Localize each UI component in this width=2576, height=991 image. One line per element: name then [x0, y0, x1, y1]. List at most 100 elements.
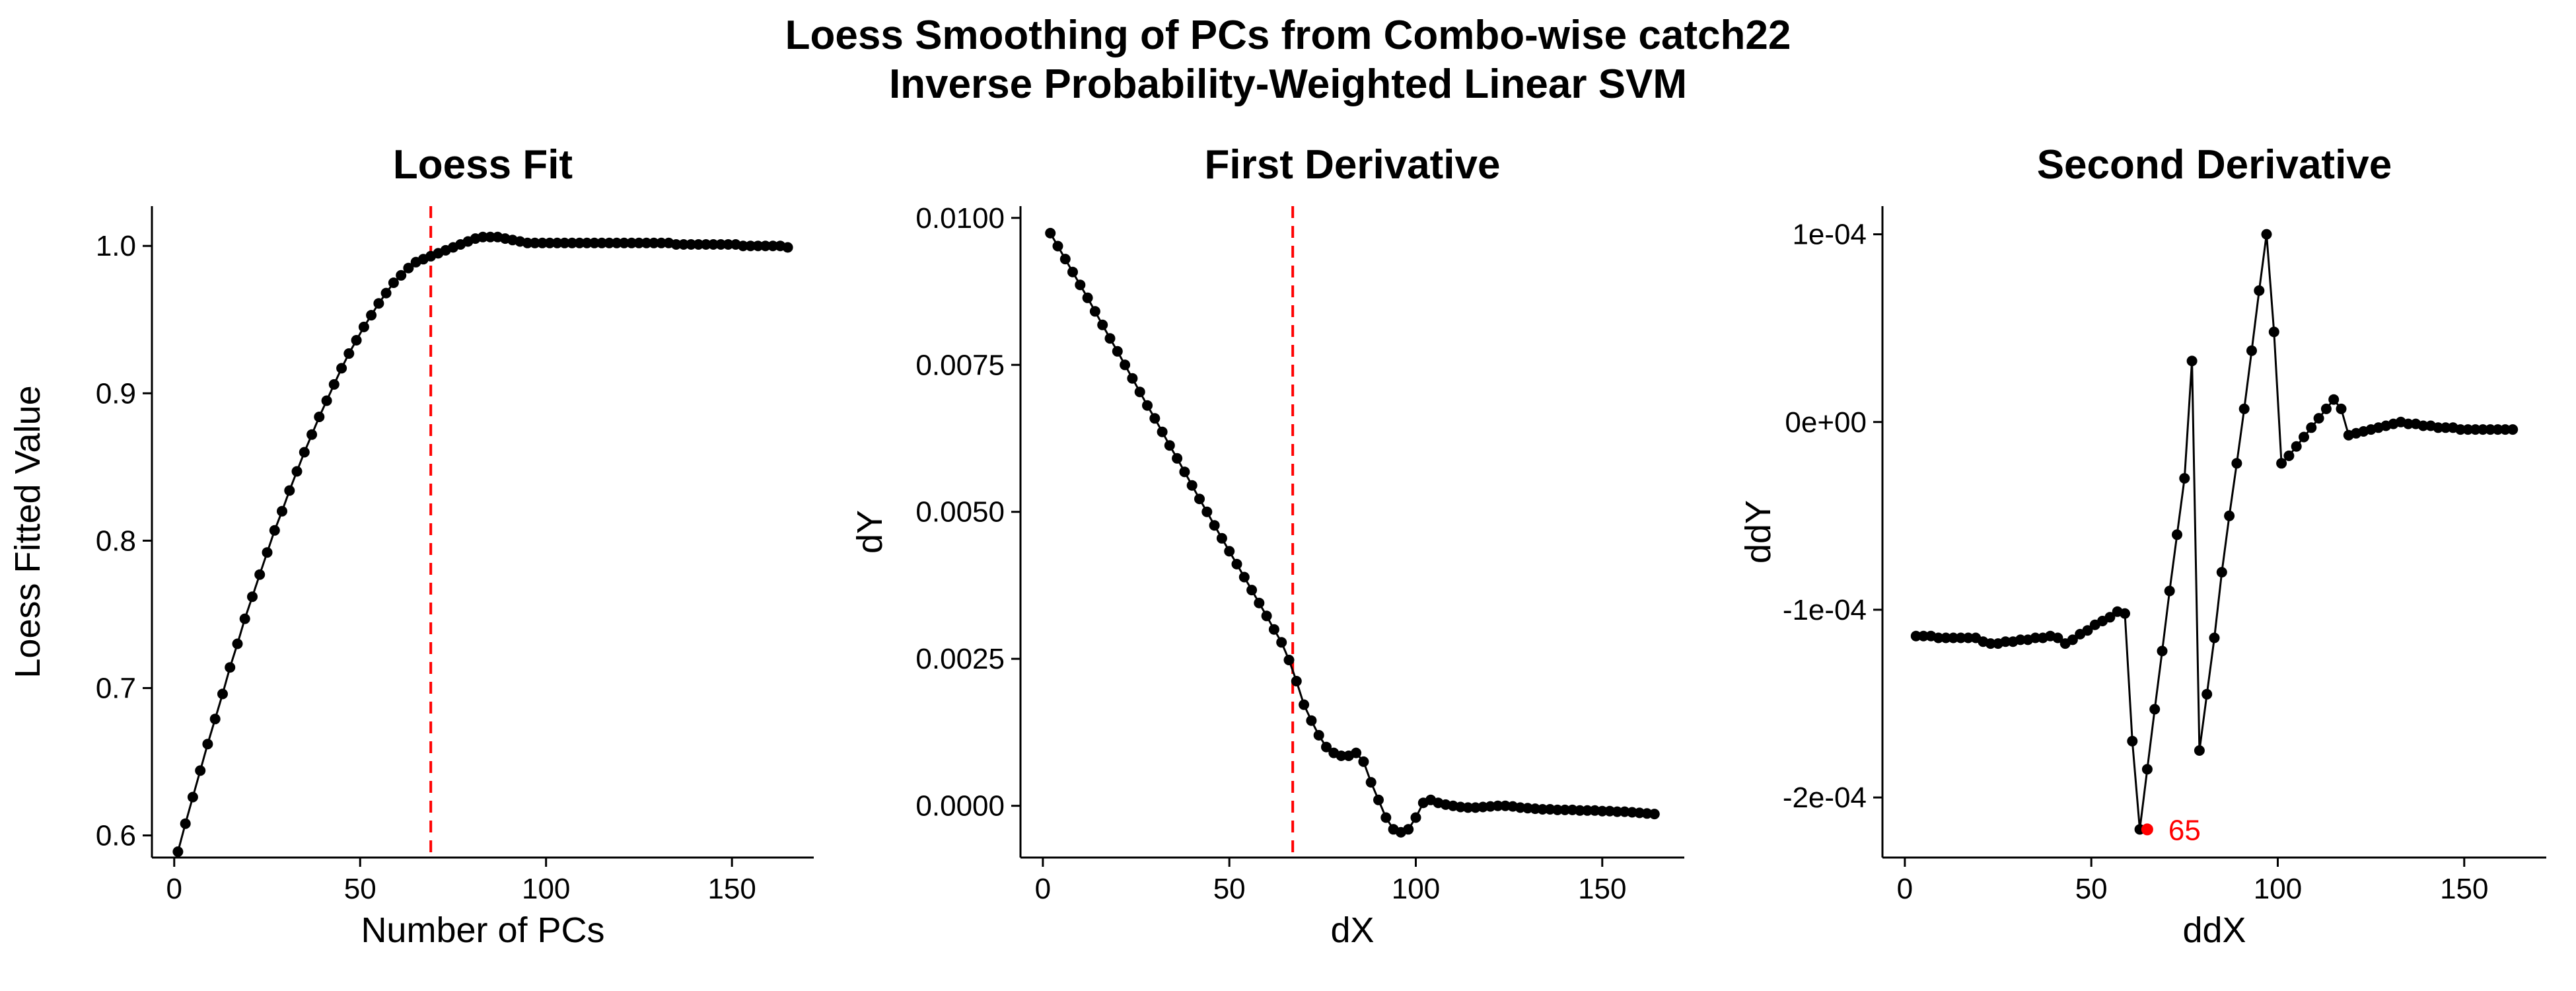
y-tick-label: 0.0100 — [915, 202, 1005, 235]
data-point — [2238, 403, 2250, 414]
data-point — [745, 240, 756, 252]
data-point — [1142, 400, 1153, 411]
data-point — [1082, 292, 1093, 303]
data-point — [321, 395, 332, 406]
x-tick-label: 150 — [707, 873, 756, 905]
data-point — [596, 237, 608, 248]
data-point — [195, 765, 206, 776]
series-line — [176, 236, 788, 852]
x-tick-label: 0 — [1897, 873, 1913, 905]
panel-title: Loess Fit — [393, 142, 573, 188]
data-point — [2172, 529, 2182, 540]
data-point — [1373, 794, 1384, 805]
highlight-label: 65 — [2168, 814, 2201, 846]
data-point — [1231, 558, 1242, 569]
data-point — [2306, 422, 2317, 433]
data-point — [1238, 571, 1250, 583]
data-point — [1268, 624, 1279, 635]
data-point — [1209, 520, 1220, 531]
x-tick-label: 0 — [1035, 873, 1051, 905]
y-axis-label: ddY — [1738, 500, 1778, 564]
data-point — [2015, 634, 2026, 645]
x-axis-label: Number of PCs — [361, 910, 604, 950]
data-point — [1955, 632, 1966, 643]
data-point — [2052, 632, 2063, 643]
data-point — [768, 240, 779, 252]
data-point — [2224, 510, 2235, 521]
data-point — [678, 239, 689, 250]
data-point — [1492, 800, 1503, 811]
x-axis-label: dX — [1330, 910, 1374, 950]
data-point — [1462, 802, 1474, 813]
data-point — [202, 739, 213, 750]
data-point — [247, 591, 258, 603]
highlight-point — [2141, 823, 2153, 836]
data-point — [1067, 266, 1078, 277]
data-point — [478, 231, 488, 242]
data-point — [2104, 612, 2116, 623]
x-tick-label: 50 — [2075, 873, 2108, 905]
data-point — [2209, 632, 2220, 643]
panel-2: First Derivative 0 50 100 150 0.0000 0.0025 0.0… — [850, 142, 1684, 950]
y-tick-label: 0.8 — [96, 525, 136, 557]
data-point — [2157, 645, 2168, 657]
data-point — [2149, 704, 2161, 715]
data-point — [1321, 741, 1332, 752]
data-point — [2433, 422, 2444, 433]
data-point — [559, 237, 570, 248]
y-tick-label: 1.0 — [96, 230, 136, 262]
x-tick-label: 150 — [2440, 873, 2488, 905]
data-point — [1410, 812, 1421, 823]
data-point — [2186, 355, 2198, 367]
data-point — [2492, 424, 2503, 435]
data-point — [1216, 532, 1227, 544]
data-point — [358, 321, 369, 332]
data-point — [1283, 655, 1295, 665]
data-point — [574, 237, 585, 248]
data-point — [2507, 424, 2519, 435]
data-point — [1172, 453, 1183, 464]
data-point — [314, 412, 325, 422]
x-tick-label: 150 — [1578, 873, 1626, 905]
data-point — [2462, 424, 2474, 435]
x-tick-label: 100 — [1392, 873, 1440, 905]
data-point — [1201, 506, 1213, 517]
data-point — [299, 447, 310, 458]
data-point — [2231, 458, 2242, 469]
data-point — [1149, 413, 1161, 424]
data-point — [1127, 373, 1138, 384]
data-point — [2261, 229, 2272, 240]
data-point — [254, 569, 266, 580]
data-point — [1380, 812, 1392, 823]
data-point — [232, 638, 243, 649]
data-point — [1097, 319, 1108, 330]
data-point — [1351, 747, 1362, 758]
data-point — [277, 505, 287, 517]
x-tick-label: 50 — [1213, 873, 1246, 905]
data-point — [738, 240, 748, 252]
data-point — [403, 262, 414, 274]
data-point — [373, 298, 384, 309]
data-point — [2455, 424, 2466, 435]
y-tick-label: 0.0075 — [915, 349, 1005, 381]
data-point — [1582, 805, 1593, 816]
data-point — [2291, 441, 2302, 452]
data-point — [1052, 240, 1063, 252]
data-point — [2000, 636, 2011, 647]
data-point — [306, 429, 318, 440]
data-point — [782, 242, 793, 253]
x-axis-label: ddX — [2182, 910, 2246, 950]
data-point — [366, 310, 377, 321]
data-point — [2254, 285, 2265, 296]
data-point — [1045, 227, 1056, 239]
y-tick-label: 0.0000 — [915, 790, 1005, 823]
data-point — [693, 239, 704, 250]
data-point — [1403, 824, 1414, 835]
data-point — [1962, 632, 1974, 643]
y-tick-label: 0.0025 — [915, 643, 1005, 675]
data-point — [2141, 764, 2153, 775]
data-point — [656, 237, 667, 248]
data-point — [1179, 466, 1190, 478]
data-point — [2320, 403, 2332, 414]
